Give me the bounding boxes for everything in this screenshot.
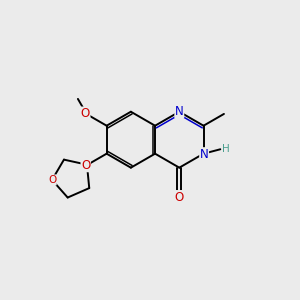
Polygon shape: [84, 164, 87, 167]
Text: H: H: [222, 144, 230, 154]
Text: O: O: [174, 190, 184, 204]
Text: O: O: [81, 159, 90, 172]
Text: O: O: [48, 175, 56, 185]
Text: N: N: [175, 105, 184, 118]
Text: O: O: [81, 107, 90, 120]
Text: N: N: [200, 148, 208, 161]
